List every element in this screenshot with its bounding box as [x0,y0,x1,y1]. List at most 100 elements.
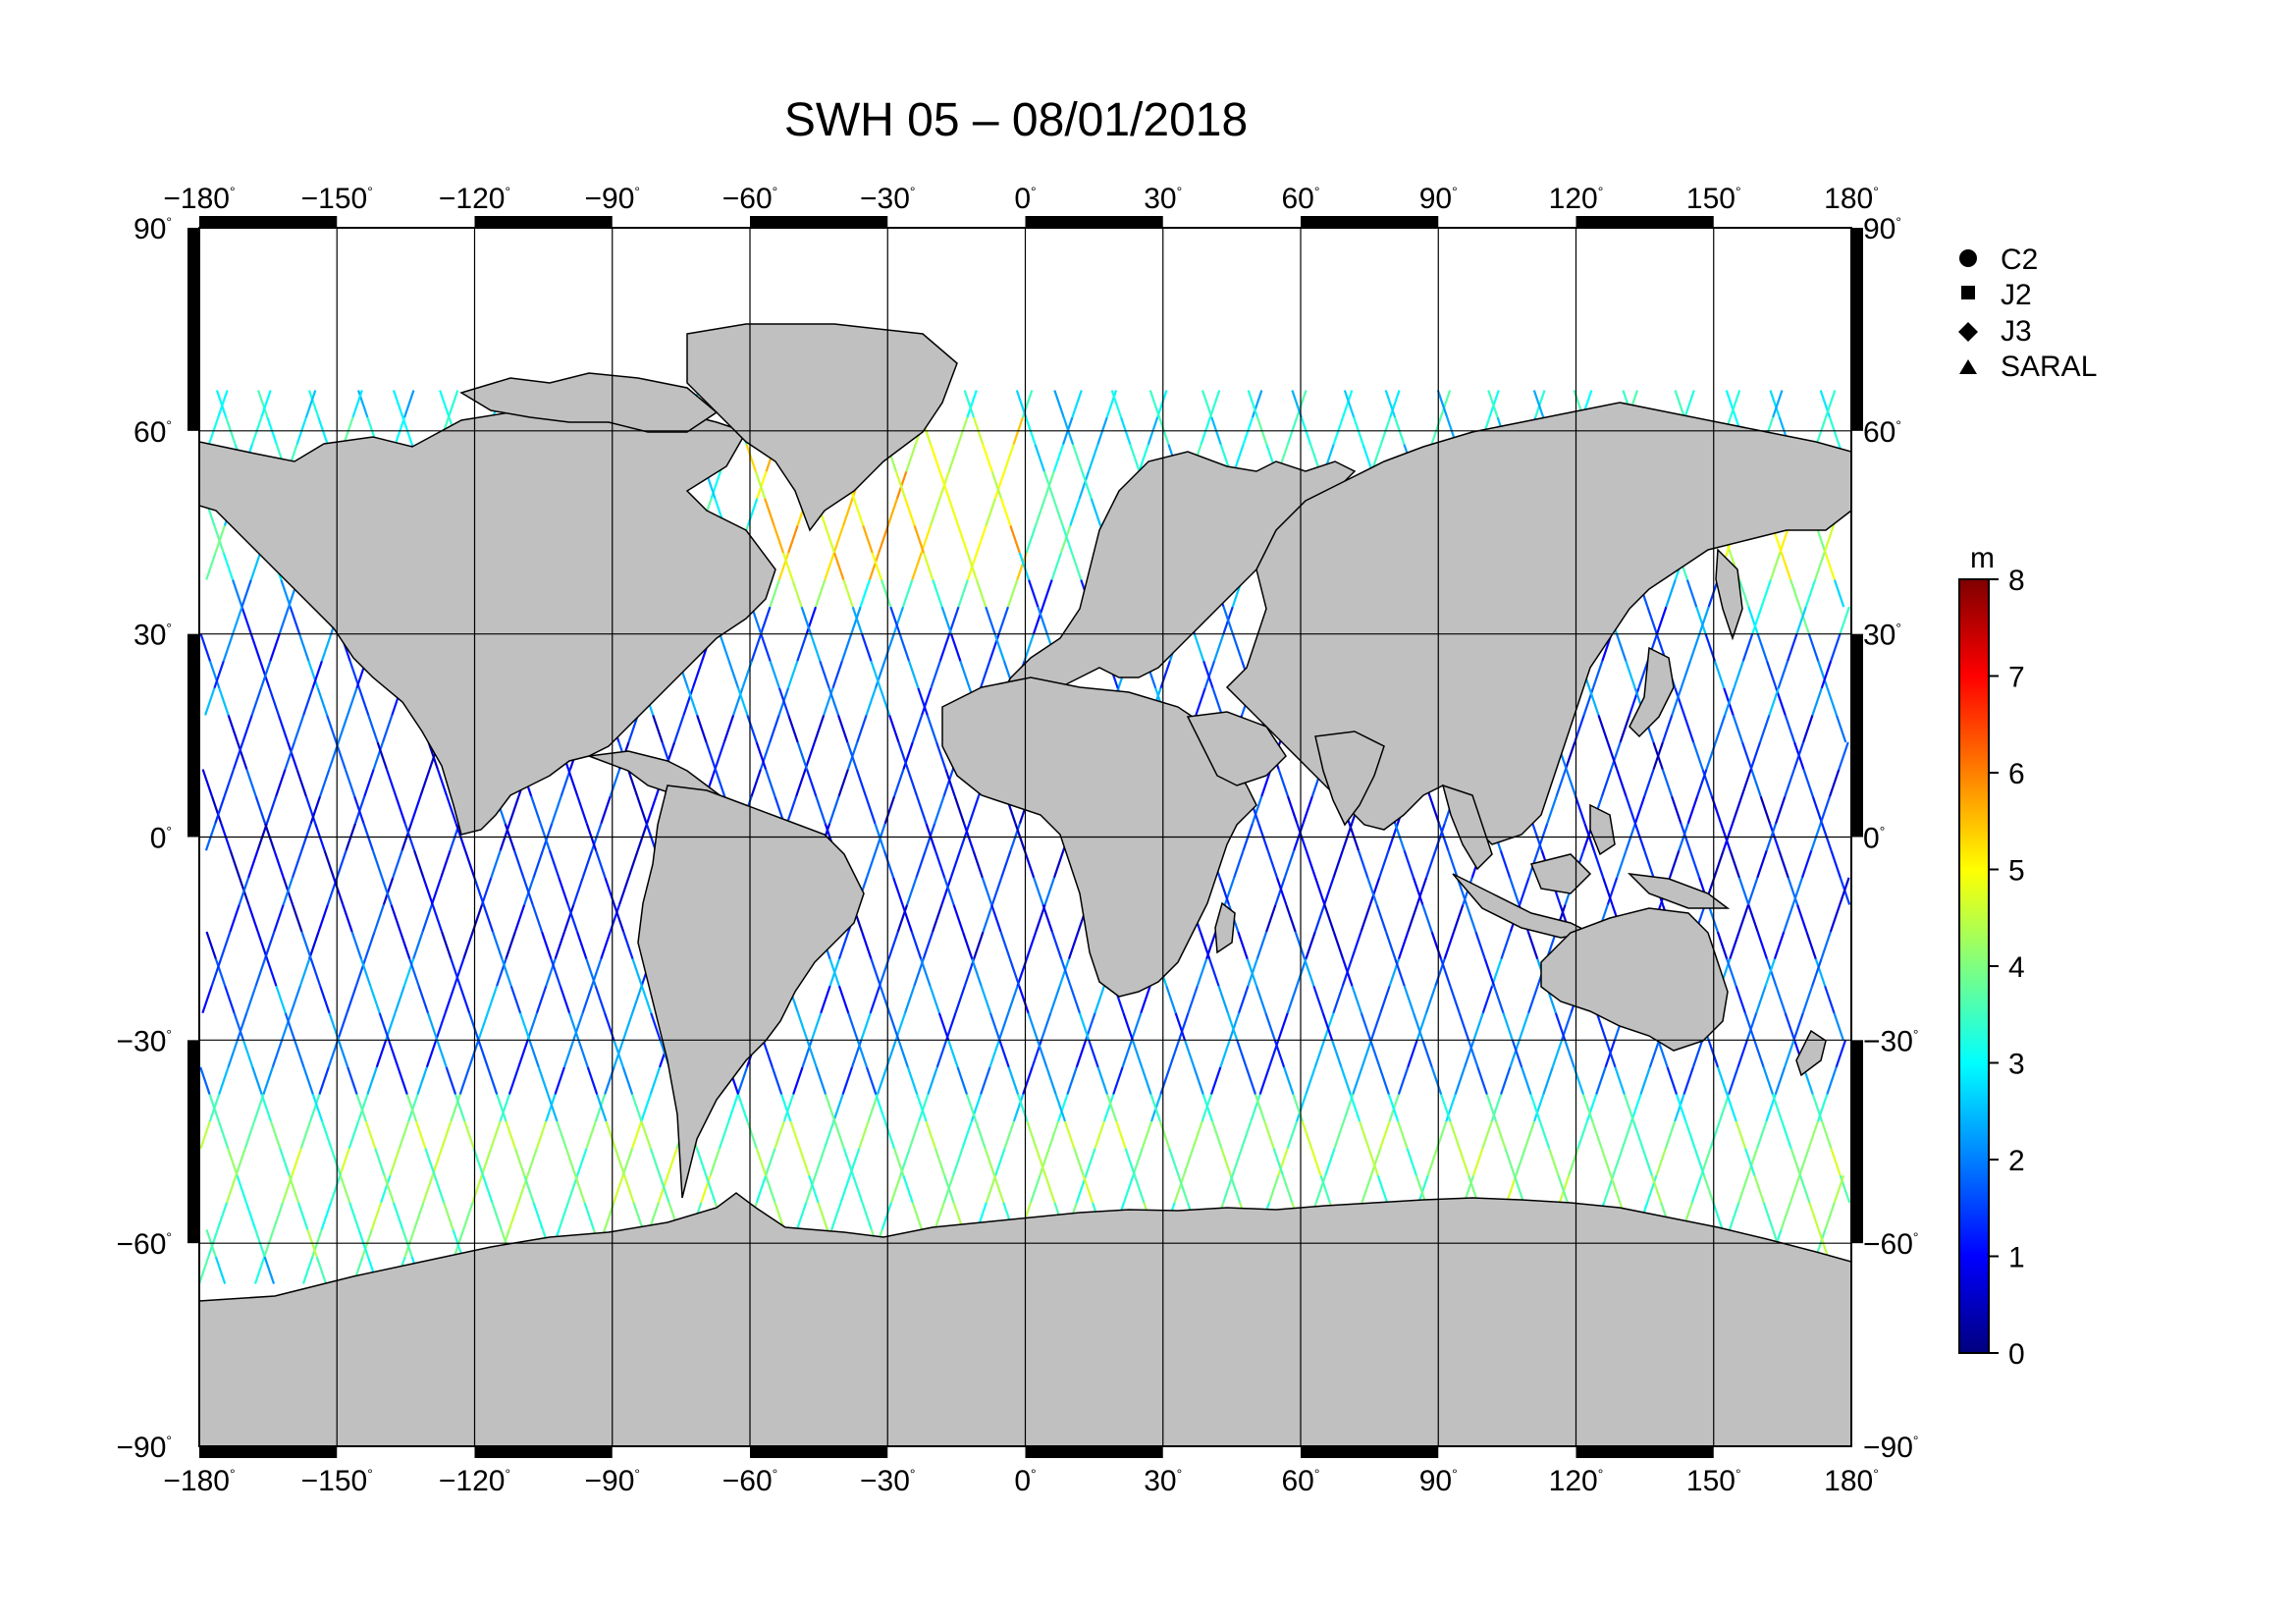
track-segment [1314,877,1326,905]
track-segment [1686,795,1699,825]
track-segment [453,958,465,987]
track-segment [392,849,403,879]
track-segment [1314,1174,1327,1204]
track-segment [860,1012,872,1041]
track-segment [1187,985,1199,1014]
track-segment [1303,958,1315,987]
track-segment [1341,390,1354,418]
track-segment [1018,985,1030,1014]
track-segment [1426,1148,1439,1176]
track-segment [1760,579,1772,608]
track-segment [501,958,512,987]
track-segment [291,849,303,879]
track-segment [947,444,960,472]
track-segment [214,525,226,554]
track-segment [1716,1066,1729,1095]
track-segment [214,958,227,987]
track-segment [222,552,235,580]
track-segment [1769,390,1781,418]
frame-bars [187,216,1863,1458]
track-segment [1082,1174,1095,1204]
track-segment [1050,931,1063,959]
track-segment [412,1202,425,1230]
track-segment [886,498,899,526]
track-segment [1768,687,1780,716]
track-segment [870,958,881,987]
track-segment [1472,1012,1484,1041]
track-segment [1041,904,1053,933]
track-segment [714,769,726,797]
track-segment [1464,1039,1475,1068]
track-segment [1321,1012,1334,1041]
frame-bar [750,216,888,228]
track-segment [1313,1039,1326,1068]
track-segment [880,579,892,608]
track-segment [247,904,259,933]
track-segment [1505,1174,1518,1204]
legend-label-j2: J2 [2001,279,2032,311]
track-segment [458,1066,471,1095]
colorbar: m 0 1 2 3 4 5 6 7 8 [1958,542,2025,1371]
frame-bar [187,228,199,431]
track-segment [732,687,744,716]
track-segment [1231,1148,1244,1176]
track-segment [855,769,868,797]
track-segment [1105,1094,1118,1122]
track-segment [1343,390,1356,418]
track-segment [577,1039,589,1068]
track-segment [881,1202,893,1230]
track-segment [1211,687,1223,716]
track-segment [1061,525,1073,554]
track-segment [709,1148,721,1176]
track-segment [232,579,243,608]
track-segment [769,660,781,689]
track-segment [847,1012,859,1041]
track-segment [1430,931,1443,959]
track-segment [686,687,699,716]
tick-label: 150° [1686,183,1741,215]
track-segment [1059,525,1072,554]
track-segment [1071,444,1084,472]
track-segment [813,715,826,743]
track-segment [1424,985,1437,1014]
track-segment [232,741,244,770]
track-segment [1312,985,1324,1014]
track-segment [1824,552,1836,580]
track-segment [1591,1120,1603,1149]
tick-label: −90° [117,1432,173,1464]
track-segment [311,1094,324,1122]
track-segment [1610,741,1622,770]
frame-bar [1025,1446,1163,1458]
track-segment [277,715,290,743]
track-segment [398,1120,410,1149]
track-segment [1468,1039,1479,1068]
tick-label: 0° [1014,183,1036,215]
track-segment [347,1066,358,1095]
track-segment [842,1148,855,1176]
tick-label: 90° [1863,213,1901,245]
track-segment [1671,795,1682,825]
philippines [1589,803,1616,856]
track-segment [627,849,639,879]
track-segment [805,769,818,797]
track-segment [517,1039,529,1068]
track-segment [997,606,1010,635]
track-segment [317,904,329,933]
track-segment [309,1094,321,1122]
track-segment [208,660,221,689]
track-segment [930,498,941,526]
track-segment [403,390,415,418]
tick-label: −90° [585,183,641,215]
track-segment [819,660,830,689]
track-segment [944,769,956,797]
track-segment [259,660,272,689]
track-segment [937,1012,950,1041]
track-segment [205,931,217,959]
tick-label: −30° [1863,1025,1919,1057]
track-segment [1637,660,1649,689]
track-segment [1481,1120,1493,1149]
track-segment [1675,1094,1687,1122]
japan [1629,646,1675,738]
track-segment [463,849,476,879]
track-segment [287,741,298,770]
